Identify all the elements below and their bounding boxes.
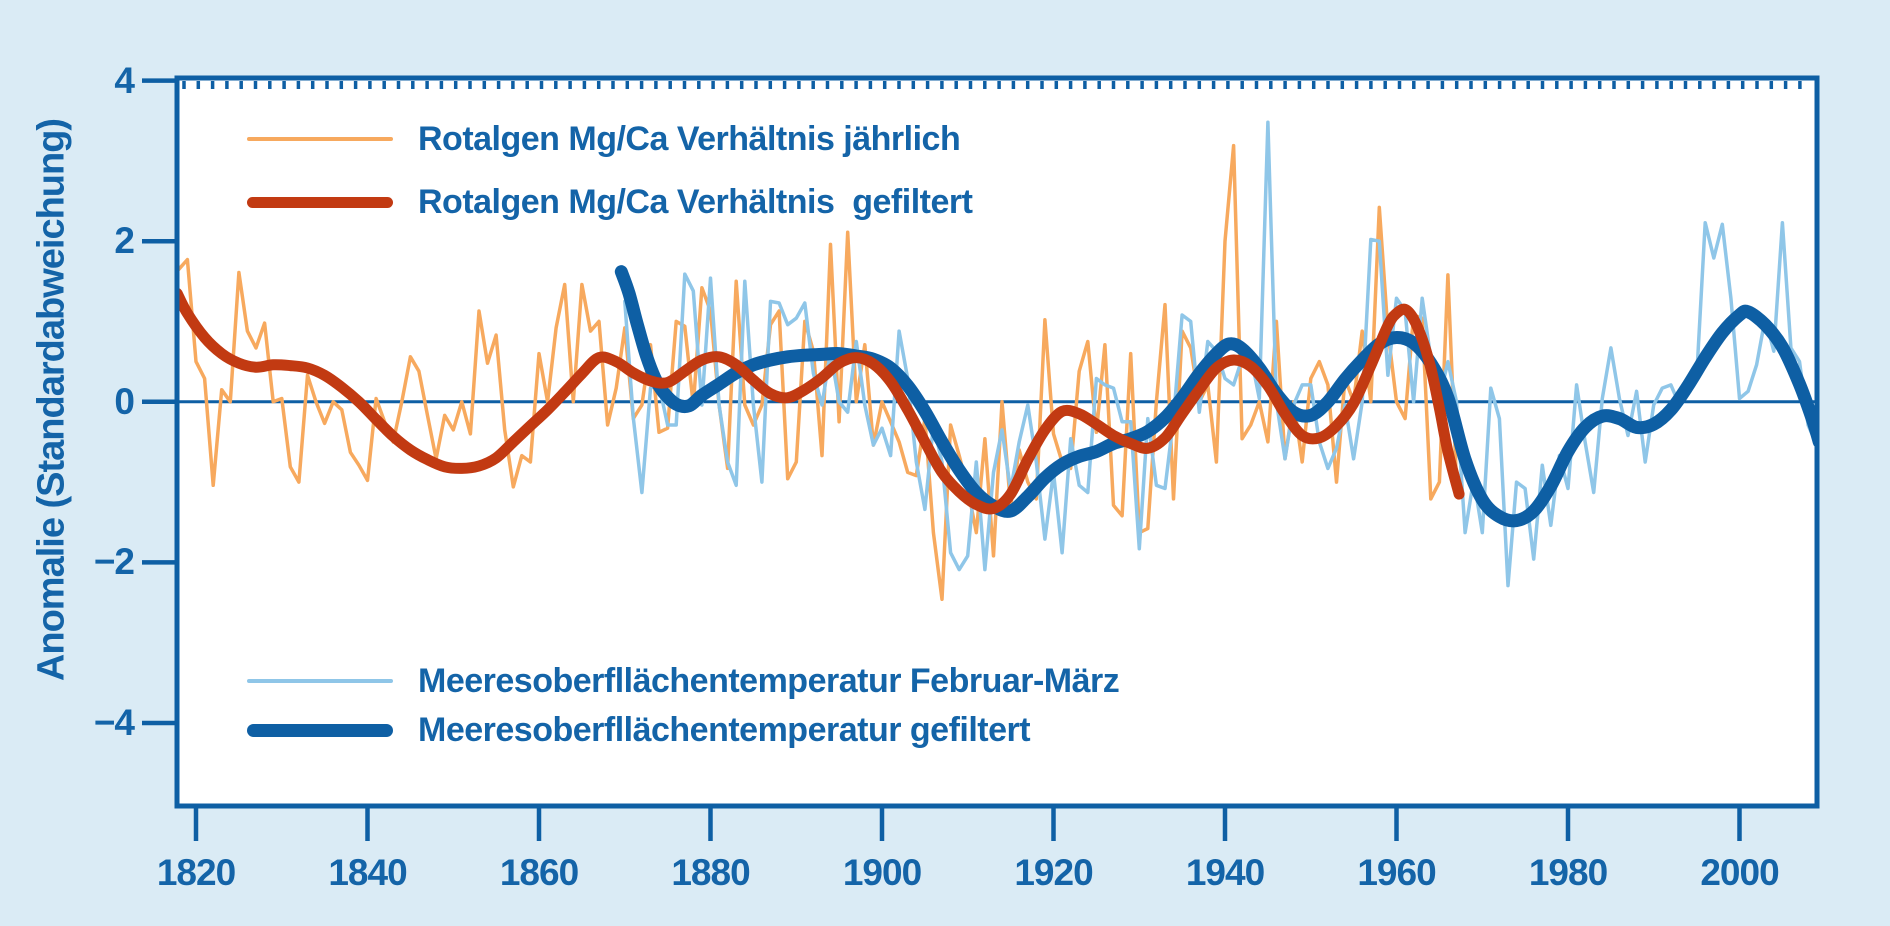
y-tick-label: 0 [114,380,135,422]
series-rotalgen-mg-ca-verh-ltnis-gefiltert [179,288,1465,515]
y-tick-label: 2 [114,220,135,262]
x-tick-label: 1860 [499,852,579,893]
x-tick-label: 2000 [1700,852,1779,893]
x-tick-label: 1920 [1014,852,1093,893]
x-tick-label: 1960 [1357,852,1436,893]
legend-swatch-rotalgen-gefiltert-line [247,196,393,208]
x-tick-label: 1880 [671,852,750,893]
series-meeresoberfll-chentemperatur-gefiltert [614,265,1815,528]
y-tick-label: −4 [93,702,135,743]
legend-label: Rotalgen Mg/Ca Verhältnis gefiltert [418,182,973,221]
legend-item-sst-februar-maerz: Meeresoberfllächentemperatur Februar-Mär… [247,661,1120,701]
x-tick-label: 1900 [842,852,922,893]
legend-item-sst-gefiltert: Meeresoberfllächentemperatur gefiltert [247,710,1031,750]
legend-label: Meeresoberfllächentemperatur Februar-Mär… [418,661,1120,700]
plot-frame [174,75,1820,809]
legend-swatch-sst-februar-maerz-line [247,679,393,683]
x-tick-label: 1940 [1185,852,1265,893]
legend-item-rotalgen-gefiltert: Rotalgen Mg/Ca Verhältnis gefiltert [247,182,973,222]
y-tick-label: 4 [114,59,135,101]
legend-swatch-rotalgen-jaehrlich-line [247,137,393,141]
x-tick-label: 1980 [1528,852,1608,893]
legend-label: Rotalgen Mg/Ca Verhältnis jährlich [418,119,961,158]
legend-swatch-sst-gefiltert-line [247,723,393,737]
legend-label: Meeresoberfllächentemperatur gefiltert [418,710,1031,749]
legend-item-rotalgen-jaehrlich: Rotalgen Mg/Ca Verhältnis jährlich [247,119,961,159]
y-axis-title: Anomalie (Standardabweichung) [30,118,73,682]
x-tick-label: 1840 [328,852,407,893]
y-tick-label: −2 [93,541,135,583]
plot-area [177,78,1817,806]
x-tick-label: 1820 [156,852,236,893]
